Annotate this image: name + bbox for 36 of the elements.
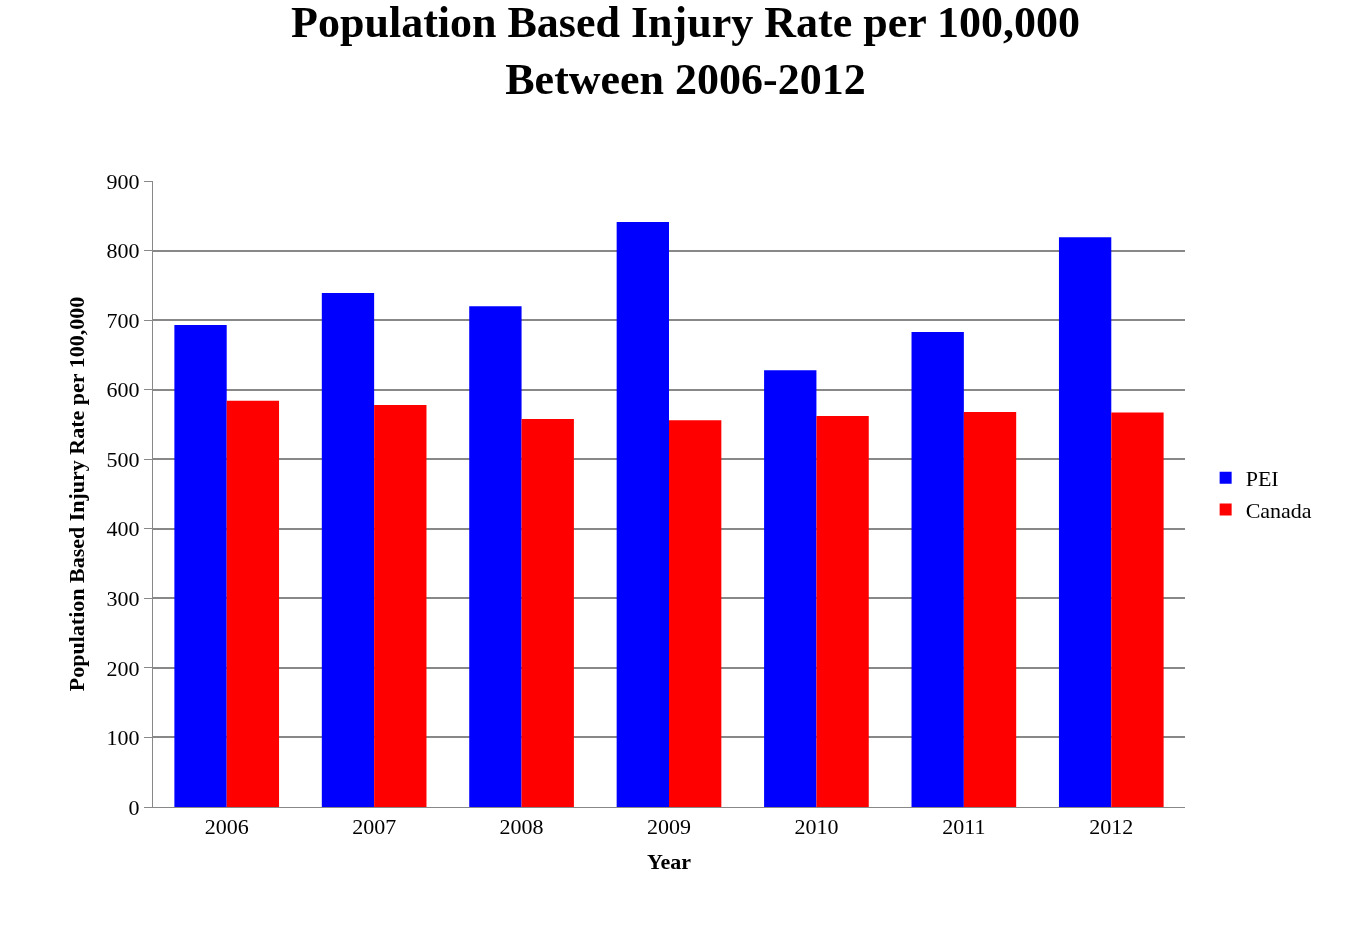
y-tick-label: 700	[106, 307, 140, 333]
legend-label: Canada	[1245, 497, 1312, 523]
x-tick-label: 2008	[499, 814, 544, 840]
y-tick-label: 0	[128, 794, 140, 820]
bar	[616, 222, 669, 807]
bar	[1058, 237, 1112, 807]
legend-label: PEI	[1245, 466, 1279, 492]
bar	[374, 404, 427, 807]
bar	[911, 331, 964, 807]
bar	[764, 370, 817, 807]
y-tick-label: 500	[106, 446, 140, 472]
y-tick-label: 200	[106, 655, 140, 681]
y-tick-label: 300	[106, 586, 140, 612]
x-tick-label: 2012	[1089, 814, 1134, 840]
x-tick-label: 2009	[647, 814, 691, 840]
bar	[816, 416, 869, 807]
x-tick-label: 2006	[204, 814, 249, 840]
bar	[226, 400, 280, 807]
x-axis-title: Year	[647, 849, 692, 875]
bar	[669, 420, 722, 807]
bar	[963, 411, 1017, 807]
x-tick-label: 2010	[794, 814, 839, 840]
x-tick-label: 2007	[352, 814, 397, 840]
chart-title: Population Based Injury Rate per 100,000 Between 2006-2012	[291, 0, 1080, 105]
bar	[521, 418, 574, 807]
bar	[321, 292, 375, 807]
y-tick-label: 600	[106, 377, 140, 403]
y-tick-label: 800	[106, 238, 140, 264]
y-tick-label: 100	[106, 725, 140, 751]
y-axis-title: Population Based Injury Rate per 100,000	[64, 296, 90, 692]
y-tick-label: 900	[106, 168, 140, 194]
bar	[1111, 412, 1164, 807]
x-tick-label: 2011	[942, 814, 986, 840]
y-tick-label: 400	[106, 516, 140, 542]
bar	[469, 306, 522, 807]
bar	[174, 324, 227, 807]
